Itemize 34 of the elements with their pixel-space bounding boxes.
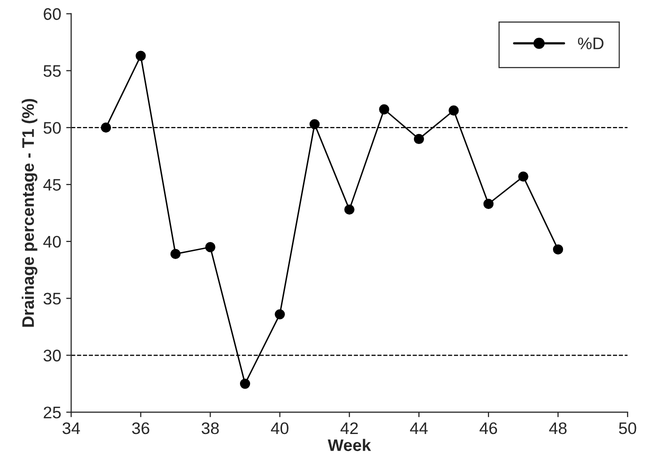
x-tick-label: 40 <box>270 422 288 434</box>
y-tick-label: 55 <box>44 65 61 77</box>
x-tick-label: 44 <box>410 422 428 434</box>
y-tick-label: 50 <box>44 122 61 134</box>
point <box>379 104 390 114</box>
point <box>205 242 216 252</box>
y-tick-label: 30 <box>44 350 61 362</box>
y-tick-label: 45 <box>43 179 61 191</box>
point <box>274 309 285 320</box>
x-axis-title: Week <box>328 438 372 452</box>
x-tick-label: 34 <box>62 422 80 434</box>
y-tick-label: 35 <box>44 292 61 305</box>
x-tick-label: 36 <box>132 422 150 434</box>
point <box>136 50 146 61</box>
point <box>310 119 320 130</box>
point <box>518 171 528 182</box>
y-tick-label: 40 <box>43 236 61 248</box>
point <box>240 378 250 389</box>
point <box>344 204 354 215</box>
x-tick-label: 38 <box>202 422 219 434</box>
y-tick-label: 60 <box>44 8 61 20</box>
point <box>483 198 494 209</box>
point <box>414 134 424 144</box>
y-tick-label: 25 <box>44 406 61 418</box>
x-tick-label: 42 <box>340 422 358 434</box>
x-tick-label: 46 <box>480 422 498 434</box>
point <box>170 248 181 260</box>
x-tick-label: 48 <box>549 422 567 434</box>
point <box>448 105 459 116</box>
y-axis-title: Drainage percentage - T1 (%) <box>22 98 38 327</box>
point <box>100 122 112 133</box>
x-tick-label: 50 <box>618 422 636 434</box>
point <box>552 244 564 254</box>
legend-label: %D <box>578 38 604 50</box>
